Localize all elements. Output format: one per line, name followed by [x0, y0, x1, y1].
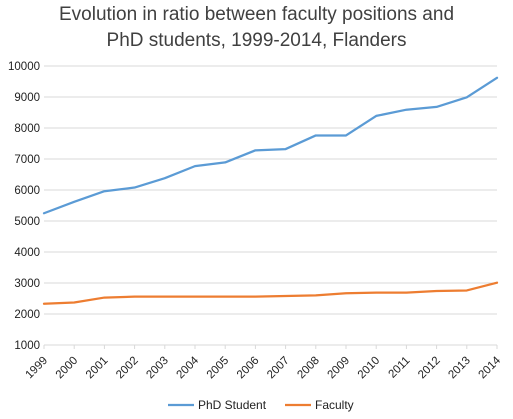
x-tick-label: 2009: [326, 355, 353, 382]
x-tick-label: 2000: [54, 355, 81, 382]
y-tick-label: 10000: [8, 61, 40, 73]
legend: PhD Student Faculty: [168, 398, 354, 412]
data-point-faculty: [253, 295, 257, 299]
data-point-phd-student: [223, 160, 227, 164]
y-tick-label: 3000: [14, 278, 40, 290]
x-tick-label: 2004: [175, 354, 202, 381]
y-tick-label: 6000: [14, 185, 40, 197]
data-point-faculty: [344, 291, 348, 295]
gridlines: [44, 65, 497, 346]
data-point-phd-student: [374, 114, 378, 118]
data-point-phd-student: [465, 95, 469, 99]
data-point-phd-student: [344, 133, 348, 137]
y-tick-label: 2000: [14, 309, 40, 321]
data-point-phd-student: [102, 189, 106, 193]
y-tick-label: 1000: [14, 340, 40, 352]
data-point-phd-student: [404, 108, 408, 112]
x-tick-label: 2006: [235, 355, 262, 382]
data-point-phd-student: [163, 176, 167, 180]
data-point-phd-student: [284, 147, 288, 151]
y-tick-label: 8000: [14, 123, 40, 135]
data-point-phd-student: [495, 76, 499, 80]
x-tick-label: 2014: [477, 354, 504, 381]
data-point-faculty: [42, 302, 46, 306]
chart-title: Evolution in ratio between faculty posit…: [0, 2, 513, 54]
data-point-faculty: [435, 289, 439, 293]
x-tick-label: 2013: [446, 355, 473, 382]
x-tick-label: 2002: [114, 355, 141, 382]
data-point-faculty: [495, 281, 499, 285]
data-point-phd-student: [435, 105, 439, 109]
y-tick-label: 7000: [14, 154, 40, 166]
x-tick-label: 2005: [205, 355, 232, 382]
y-axis: 1000 2000 3000 4000 5000 6000 7000 8000 9000 1000…: [8, 61, 40, 352]
x-axis: 1999 2000 2001 2002 2003 2004 2005 2006 2007 2008…: [24, 345, 504, 381]
data-point-faculty: [404, 291, 408, 295]
x-tick-label: 2010: [356, 355, 383, 382]
x-tick-label: 2011: [387, 355, 413, 381]
data-point-faculty: [163, 295, 167, 299]
data-point-faculty: [133, 295, 137, 299]
x-tick-label: 2003: [144, 355, 171, 382]
chart-title-line-2: PhD students, 1999-2014, Flanders: [106, 30, 407, 51]
data-point-phd-student: [133, 186, 137, 190]
data-point-faculty: [374, 291, 378, 295]
data-point-phd-student: [253, 148, 257, 152]
series-lines: [42, 76, 499, 306]
data-point-faculty: [102, 296, 106, 300]
data-point-faculty: [72, 301, 76, 305]
legend-label-faculty: Faculty: [315, 398, 354, 412]
y-tick-label: 9000: [14, 92, 40, 104]
data-point-faculty: [193, 295, 197, 299]
data-point-phd-student: [72, 200, 76, 204]
y-tick-label: 4000: [14, 247, 40, 259]
data-point-faculty: [284, 294, 288, 298]
data-point-phd-student: [42, 211, 46, 215]
series-line-faculty: [42, 281, 499, 305]
x-tick-label: 2012: [416, 355, 443, 382]
data-point-faculty: [223, 295, 227, 299]
x-tick-label: 2007: [265, 355, 292, 382]
data-point-faculty: [314, 293, 318, 297]
chart-title-line-1: Evolution in ratio between faculty posit…: [58, 4, 455, 25]
x-tick-label: 2001: [84, 355, 111, 382]
x-tick-label: 2008: [295, 355, 322, 382]
y-tick-label: 5000: [14, 216, 40, 228]
series-line-phd-student: [42, 76, 499, 215]
data-point-phd-student: [193, 164, 197, 168]
data-point-phd-student: [314, 133, 318, 137]
x-tick-label: 1999: [24, 355, 51, 382]
legend-label-phd-student: PhD Student: [198, 398, 267, 412]
data-point-faculty: [465, 288, 469, 292]
